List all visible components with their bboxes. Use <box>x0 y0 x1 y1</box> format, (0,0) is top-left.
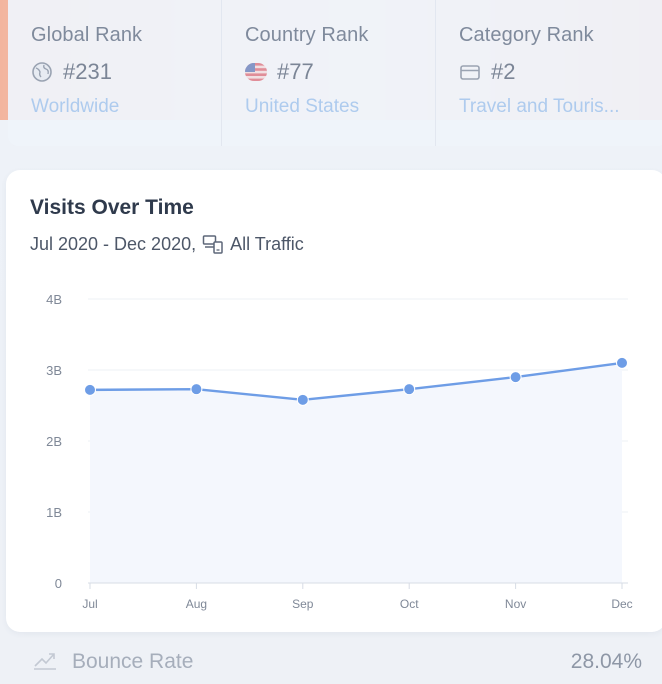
x-tick-label: Jul <box>82 597 97 611</box>
visits-over-time-card: Visits Over Time Jul 2020 - Dec 2020, Al… <box>6 170 662 632</box>
global-rank-label: Global Rank <box>31 24 143 46</box>
y-tick-label: 4B <box>46 292 62 307</box>
y-tick-label: 3B <box>46 363 62 378</box>
data-point <box>296 393 309 406</box>
global-rank-value-row: #231 <box>31 59 221 85</box>
bounce-rate-label: Bounce Rate <box>72 650 194 673</box>
travel-and-tourism-link[interactable]: Travel and Touris... <box>459 96 620 117</box>
category-rank: Category Rank #2 Travel and Touris... <box>436 0 650 146</box>
category-icon <box>459 61 481 83</box>
area-fill <box>90 362 622 583</box>
category-rank-value-row: #2 <box>459 59 650 85</box>
y-tick-label: 2B <box>46 434 62 449</box>
x-tick-label: Dec <box>611 597 632 611</box>
category-rank-value: #2 <box>491 59 516 84</box>
bounce-rate-row: Bounce Rate 28.04% <box>0 632 662 684</box>
globe-icon <box>31 61 53 83</box>
global-rank-value: #231 <box>63 59 112 84</box>
data-point <box>403 383 416 396</box>
worldwide-link[interactable]: Worldwide <box>31 96 120 117</box>
data-point <box>509 371 522 384</box>
data-point <box>190 383 203 396</box>
date-range: Jul 2020 - Dec 2020, <box>30 233 197 254</box>
rank-strip: Global Rank #231 Worldwide Country Rank <box>8 0 662 146</box>
card-title: Visits Over Time <box>30 196 194 219</box>
x-tick-label: Sep <box>292 597 314 611</box>
series-line <box>89 361 623 402</box>
category-rank-label: Category Rank <box>459 24 594 46</box>
y-tick-label: 1B <box>46 505 62 520</box>
x-tick-label: Aug <box>186 597 207 611</box>
x-tick-label: Nov <box>505 597 526 611</box>
data-point <box>84 383 96 396</box>
country-rank-value: #77 <box>277 59 314 84</box>
x-tick-label: Oct <box>400 597 419 611</box>
country-rank-label: Country Rank <box>245 24 369 46</box>
united-states-link[interactable]: United States <box>245 96 360 117</box>
visits-line-chart: 0 1B 2B 3B 4B Jul Aug Sep Oct Nov Dec <box>46 292 633 611</box>
country-rank: Country Rank #77 United States <box>222 0 436 146</box>
traffic-type[interactable]: All Traffic <box>230 233 304 254</box>
global-rank: Global Rank #231 Worldwide <box>8 0 222 146</box>
trend-icon <box>32 650 58 672</box>
us-flag-icon <box>245 61 267 83</box>
devices-icon <box>202 233 224 255</box>
bounce-rate-value: 28.04% <box>570 650 642 673</box>
data-point <box>616 356 628 369</box>
card-subtitle: Jul 2020 - Dec 2020, All Traffic <box>30 233 304 255</box>
y-tick-label: 0 <box>55 576 62 591</box>
country-rank-value-row: #77 <box>245 59 435 85</box>
